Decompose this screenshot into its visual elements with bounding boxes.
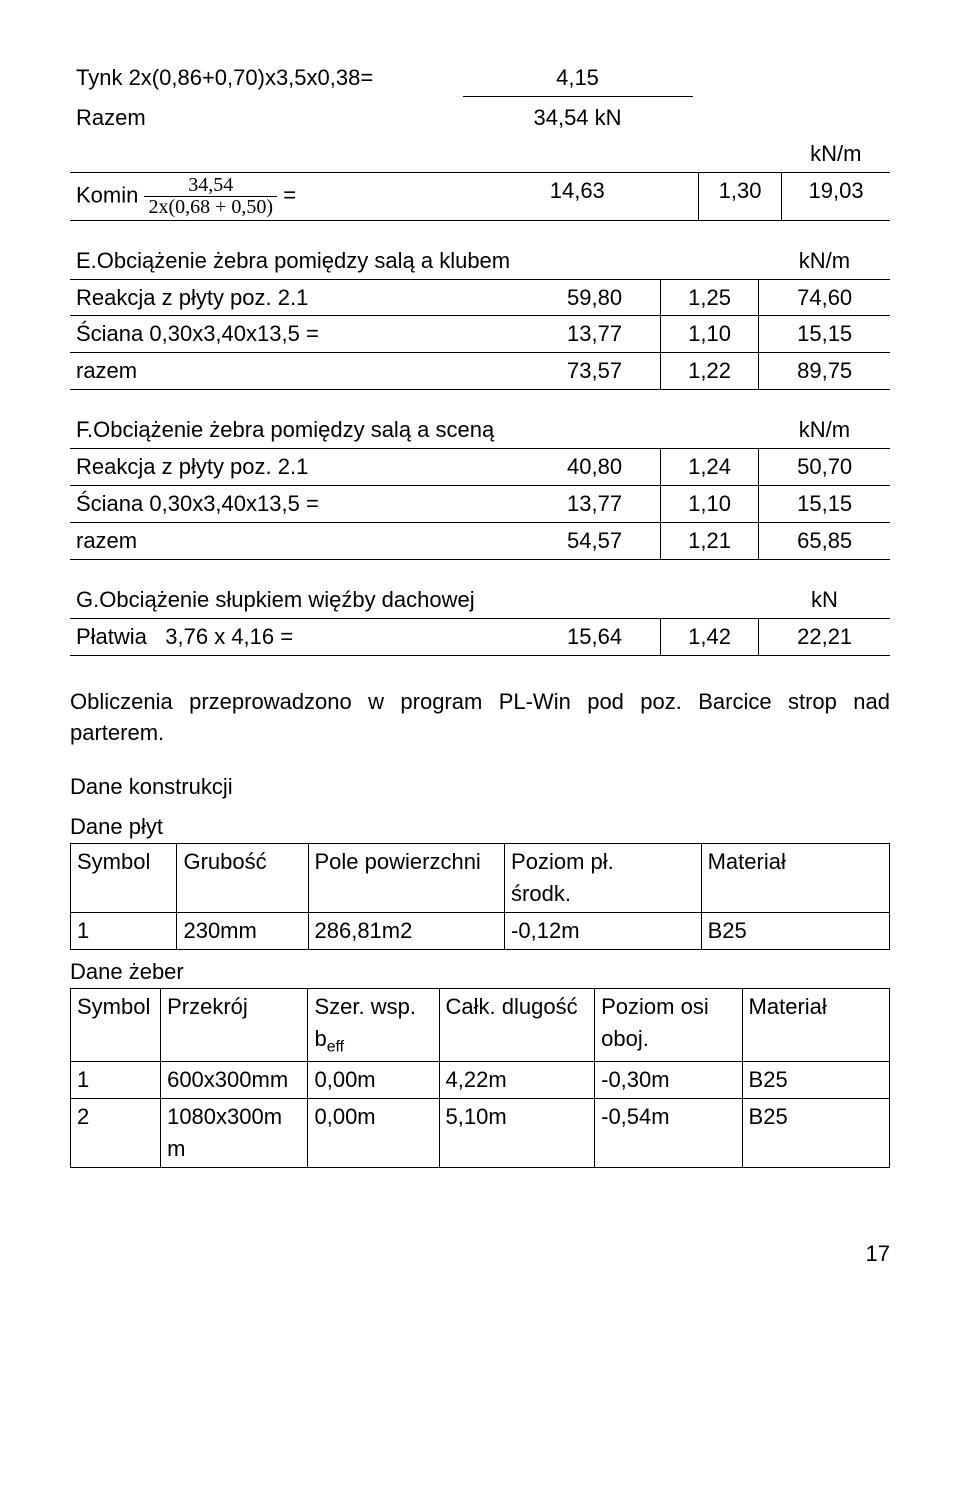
cell: 50,70	[759, 449, 890, 486]
cell: 1	[71, 912, 177, 949]
table-row: Reakcja z płyty poz. 2.1	[70, 449, 529, 486]
beff-sub: eff	[327, 1038, 344, 1055]
table-row: Płatwia 3,76 x 4,16 =	[70, 618, 529, 655]
col-header: Całk. dlugość	[439, 988, 595, 1061]
cell: -0,12m	[505, 912, 702, 949]
cell: 1,21	[660, 522, 758, 559]
cell: 286,81m2	[308, 912, 505, 949]
cell: B25	[701, 912, 889, 949]
komin-v3: 19,03	[782, 172, 890, 220]
section-f-table: F.Obciążenie żebra pomiędzy salą a sceną…	[70, 412, 890, 560]
cell: 22,21	[759, 618, 890, 655]
cell: 74,60	[759, 279, 890, 316]
tynk-expr: Tynk 2x(0,86+0,70)x3,5x0,38=	[70, 60, 457, 96]
table-row: razem	[70, 353, 529, 390]
cell: 1,24	[660, 449, 758, 486]
komin-num: 34,54	[144, 175, 277, 196]
cell-line2: m	[167, 1136, 185, 1161]
komin-v1: 14,63	[457, 172, 699, 220]
col-header: Symbol	[71, 988, 161, 1061]
cell: B25	[742, 1061, 889, 1098]
cell: 1,10	[660, 486, 758, 523]
cell: -0,54m	[595, 1098, 742, 1167]
tynk-val: 4,15	[457, 60, 699, 96]
cell: 15,15	[759, 486, 890, 523]
dane-konstrukcji-title: Dane konstrukcji	[70, 771, 890, 803]
cell: 2	[71, 1098, 161, 1167]
komin-eq: =	[283, 182, 296, 207]
col-header-line2: środk.	[511, 881, 571, 906]
cell: 1,10	[660, 316, 758, 353]
section-g-table: G.Obciążenie słupkiem więźby dachowej kN…	[70, 582, 890, 656]
col-header-line2: oboj.	[601, 1026, 649, 1051]
cell: 1,22	[660, 353, 758, 390]
cell: 1,25	[660, 279, 758, 316]
dane-zeber-table: Symbol Przekrój Szer. wsp. beff Całk. dl…	[70, 988, 890, 1168]
cell: 15,15	[759, 316, 890, 353]
komin-cell: Komin 34,54 2x(0,68 + 0,50) =	[70, 172, 457, 220]
cell: 40,80	[529, 449, 660, 486]
cell: 230mm	[177, 912, 308, 949]
dane-plyt-title: Dane płyt	[70, 811, 890, 843]
komin-den: 2x(0,68 + 0,50)	[144, 196, 277, 218]
cell: 5,10m	[439, 1098, 595, 1167]
razem-val: 34,54 kN	[457, 100, 699, 136]
col-header: Przekrój	[161, 988, 308, 1061]
col-header: Materiał	[701, 844, 889, 913]
cell: 65,85	[759, 522, 890, 559]
col-header: Poziom pł. środk.	[505, 844, 702, 913]
cell: 600x300mm	[161, 1061, 308, 1098]
razem-label: Razem	[70, 100, 457, 136]
cell: 73,57	[529, 353, 660, 390]
section-f-unit: kN/m	[759, 412, 890, 448]
section-e-unit: kN/m	[759, 243, 890, 279]
table-row: razem	[70, 522, 529, 559]
cell: 4,22m	[439, 1061, 595, 1098]
cell: 1080x300m m	[161, 1098, 308, 1167]
komin-v2: 1,30	[699, 172, 782, 220]
cell: 54,57	[529, 522, 660, 559]
komin-prefix: Komin	[76, 182, 138, 207]
komin-fraction: 34,54 2x(0,68 + 0,50)	[144, 175, 277, 218]
col-header-line1: Poziom pł.	[511, 849, 614, 874]
cell: 0,00m	[308, 1098, 439, 1167]
section-g-unit: kN	[759, 582, 890, 618]
page-number: 17	[70, 1238, 890, 1270]
beff-pre: b	[314, 1026, 326, 1051]
cell: 59,80	[529, 279, 660, 316]
col-header: Symbol	[71, 844, 177, 913]
col-header: Materiał	[742, 988, 889, 1061]
table-row: Ściana 0,30x3,40x13,5 =	[70, 316, 529, 353]
section-e-title: E.Obciążenie żebra pomiędzy salą a klube…	[70, 243, 529, 279]
cell: 15,64	[529, 618, 660, 655]
col-header: Grubość	[177, 844, 308, 913]
cell: 0,00m	[308, 1061, 439, 1098]
cell-line1: 1080x300m	[167, 1104, 282, 1129]
cell: 1	[71, 1061, 161, 1098]
section-g-title: G.Obciążenie słupkiem więźby dachowej	[70, 582, 529, 618]
dane-plyt-table: Symbol Grubość Pole powierzchni Poziom p…	[70, 843, 890, 950]
table-row: Reakcja z płyty poz. 2.1	[70, 279, 529, 316]
separator-line	[463, 96, 693, 97]
dane-zeber-title: Dane żeber	[70, 956, 890, 988]
cell: 13,77	[529, 486, 660, 523]
cell: -0,30m	[595, 1061, 742, 1098]
knm-label: kN/m	[782, 136, 890, 172]
col-header-line1: Poziom osi	[601, 994, 709, 1019]
section-f-title: F.Obciążenie żebra pomiędzy salą a sceną	[70, 412, 529, 448]
table-row: Ściana 0,30x3,40x13,5 =	[70, 486, 529, 523]
col-header: Pole powierzchni	[308, 844, 505, 913]
section-e-table: E.Obciążenie żebra pomiędzy salą a klube…	[70, 243, 890, 391]
notes-paragraph: Obliczenia przeprowadzono w program PL-W…	[70, 686, 890, 750]
col-header: Szer. wsp. beff	[308, 988, 439, 1061]
cell: 1,42	[660, 618, 758, 655]
col-header: Poziom osi oboj.	[595, 988, 742, 1061]
col-header-line1: Szer. wsp.	[314, 994, 415, 1019]
cell: 89,75	[759, 353, 890, 390]
top-table: Tynk 2x(0,86+0,70)x3,5x0,38= 4,15 Razem …	[70, 60, 890, 221]
cell: B25	[742, 1098, 889, 1167]
cell: 13,77	[529, 316, 660, 353]
